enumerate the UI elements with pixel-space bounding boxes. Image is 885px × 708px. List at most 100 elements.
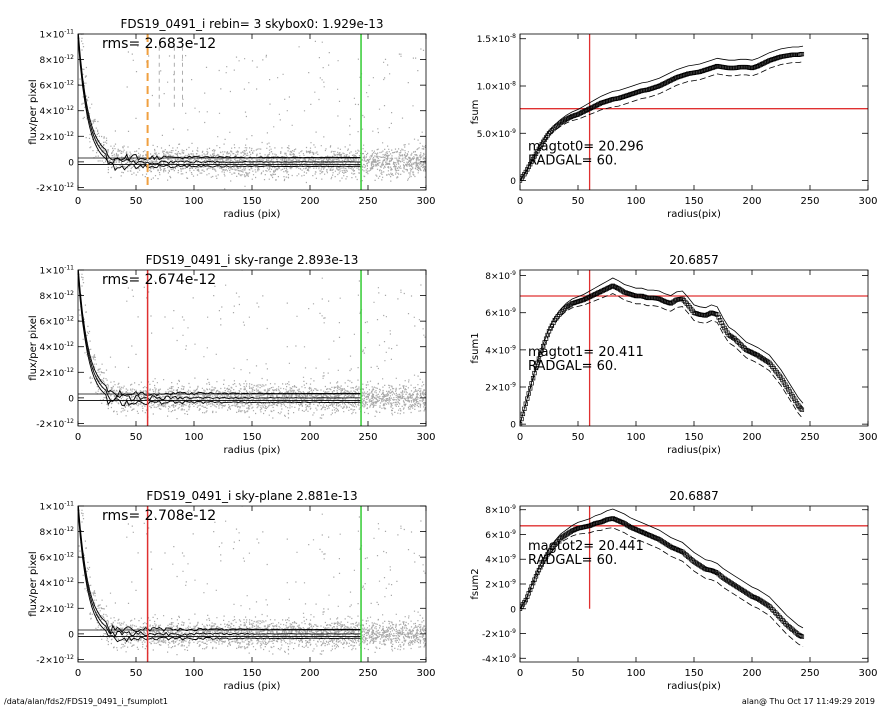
data-point	[777, 55, 782, 60]
data-point	[522, 172, 527, 177]
data-point	[644, 531, 649, 537]
data-point	[774, 55, 779, 61]
data-point	[603, 99, 608, 104]
data-point	[786, 387, 791, 392]
data-point	[710, 568, 716, 574]
y-tick-label: -4×10-9	[482, 653, 516, 665]
y-tick-label: -2×10-12	[36, 182, 74, 194]
data-point	[765, 359, 771, 365]
data-point	[696, 311, 701, 317]
data-point	[658, 297, 663, 302]
data-point	[780, 377, 785, 383]
data-point	[796, 403, 801, 408]
y-axis-label: flux/per pixel	[28, 79, 39, 144]
data-point	[781, 380, 787, 385]
data-point	[568, 302, 573, 307]
data-point	[525, 396, 530, 401]
x-tick-label: 150	[242, 196, 261, 207]
plot-area	[78, 506, 426, 662]
y-tick-label: 1×10-11	[39, 501, 74, 513]
profile-upper	[78, 506, 362, 635]
radgal-annotation: RADGAL= 60.	[528, 553, 617, 568]
data-point	[536, 356, 542, 361]
data-point	[565, 116, 571, 121]
y-tick-label: 0	[510, 605, 516, 615]
mean-profile	[78, 34, 361, 165]
data-point	[542, 137, 547, 142]
data-point	[557, 121, 562, 127]
data-point	[542, 557, 547, 562]
y-tick-label: 2×10-9	[485, 579, 516, 591]
y-tick-label: 2×10-9	[485, 382, 516, 394]
data-point	[658, 83, 663, 88]
data-point	[646, 87, 652, 92]
footer-timestamp: alan@ Thu Oct 17 11:49:29 2019	[741, 697, 875, 706]
data-point	[710, 65, 716, 70]
x-tick-label: 200	[742, 196, 761, 207]
plot-area	[520, 270, 868, 426]
magtot-annotation: magtot2= 20.441	[528, 539, 644, 554]
data-point	[612, 516, 617, 522]
plot-area	[520, 34, 868, 190]
data-point	[520, 411, 526, 417]
data-point	[791, 628, 797, 634]
data-point	[591, 292, 597, 297]
data-point	[594, 291, 600, 296]
data-point	[798, 633, 803, 639]
x-axis-label: radius (pix)	[224, 445, 281, 456]
x-tick-label: 50	[130, 668, 143, 679]
profile-upper	[78, 34, 362, 162]
y-tick-label: 0	[68, 394, 74, 404]
x-tick-label: 50	[572, 432, 585, 443]
data-point	[571, 300, 576, 306]
data-markers	[520, 51, 805, 183]
y-tick-label: 0	[510, 177, 516, 187]
x-axis-label: radius(pix)	[667, 681, 721, 692]
chart-title: FDS19_0491_i sky-range 2.893e-13	[146, 253, 359, 267]
data-point	[577, 298, 582, 304]
data-point	[786, 623, 791, 629]
data-point	[603, 518, 608, 523]
scatter-cloud	[78, 506, 426, 656]
x-tick-label: 0	[75, 668, 81, 679]
y-tick-label: 0	[510, 421, 516, 431]
data-point	[725, 330, 730, 335]
x-axis-label: radius(pix)	[667, 445, 721, 456]
data-point	[583, 108, 588, 113]
data-point	[597, 289, 602, 295]
data-point	[606, 285, 611, 291]
data-point	[710, 311, 716, 316]
data-point	[525, 167, 530, 172]
profile-lower	[78, 274, 362, 407]
data-point	[532, 370, 537, 376]
data-point	[554, 124, 559, 129]
rms-annotation: rms= 2.674e-12	[102, 272, 216, 288]
data-point	[586, 295, 591, 300]
y-tick-label: -2×10-12	[36, 418, 74, 430]
x-tick-label: 100	[626, 432, 645, 443]
y-tick-label: 4×10-12	[39, 341, 74, 353]
data-point	[571, 113, 576, 118]
data-point	[675, 74, 681, 80]
data-point	[533, 365, 539, 371]
data-point	[704, 67, 710, 72]
data-point	[649, 86, 655, 91]
x-tick-label: 200	[742, 668, 761, 679]
data-point	[574, 299, 579, 305]
x-tick-label: 250	[358, 196, 377, 207]
y-tick-label: 8×10-9	[485, 270, 516, 282]
data-point	[520, 416, 524, 422]
data-point	[765, 59, 771, 64]
data-point	[661, 81, 666, 87]
panel-1: rms= 2.683e-12 0 50 100 150 200 250 300 -2×10-12…	[28, 17, 436, 220]
data-point	[713, 64, 718, 69]
data-point	[609, 284, 614, 289]
data-point	[535, 360, 540, 366]
envelope-lower	[520, 293, 804, 425]
y-tick-label: 4×10-9	[485, 344, 516, 356]
data-point	[652, 85, 658, 90]
data-point	[681, 550, 687, 556]
data-point	[597, 101, 602, 106]
data-point	[678, 73, 684, 79]
chart-title: FDS19_0491_i rebin= 3 skybox0: 1.929e-13	[120, 17, 383, 31]
